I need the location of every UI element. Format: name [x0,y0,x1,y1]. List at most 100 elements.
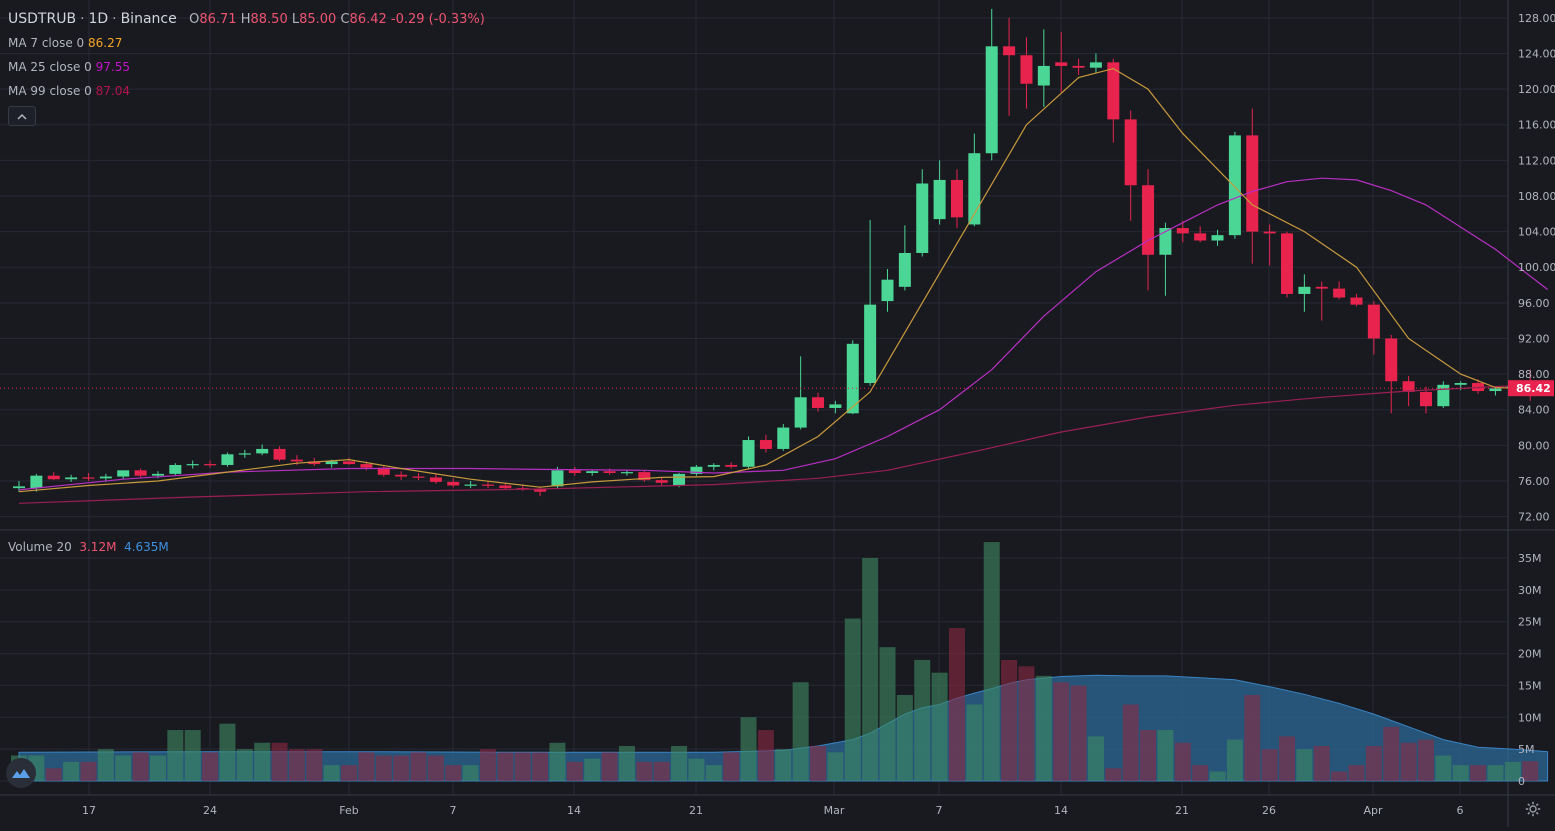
candle-body [898,252,911,287]
volume-bar [1001,659,1018,781]
volume-bar [1400,742,1417,781]
candle-body [169,464,182,474]
volume-bar [532,752,549,781]
volume-bar [514,752,531,781]
candle-body [742,440,755,467]
volume-bar [1192,765,1209,781]
volume-bar [1487,765,1504,781]
volume-label: Volume 20 [8,540,72,554]
time-tick-label: 7 [936,804,943,817]
volume-legend[interactable]: Volume 20 3.12M 4.635M [8,540,169,554]
separator: · [80,12,85,27]
candle-body [586,471,599,473]
candle-body [881,279,894,302]
time-tick-label: 21 [1175,804,1189,817]
volume-bar [757,730,774,781]
price-tick-label: 84.00 [1518,404,1550,417]
volume-bar [427,755,444,781]
candle-body [1385,338,1398,382]
volume-bar [966,704,983,781]
time-tick-label: Mar [824,804,845,817]
time-tick-label: Apr [1363,804,1383,817]
ma7-line [18,67,1548,493]
candle-body [499,485,512,489]
volume-bar [323,765,340,781]
current-price-tag [1508,380,1554,397]
candle-body [308,461,321,465]
volume-bar [479,749,496,781]
candle-body [551,470,564,487]
candle-body [777,427,790,449]
candle-body [1124,119,1137,186]
candle-body [1211,235,1224,241]
volume-bar [497,752,514,781]
candle-body [151,473,164,476]
volume-bar [1365,745,1382,781]
volume-bar [341,765,358,781]
candle-body [204,464,217,466]
volume-bar [653,761,670,781]
candle-body [273,448,286,460]
candle-body [1333,288,1346,298]
volume-bar [775,749,792,781]
time-tick-label: 24 [203,804,217,817]
candle-body [1402,381,1415,392]
volume-bar [358,752,375,781]
chevron-up-icon [17,113,27,120]
ma25-legend[interactable]: MA 25 close 0 97.55 [8,58,485,77]
current-price-label: 86.42 [1516,382,1551,395]
candle-body [290,459,303,462]
volume-bar [896,694,913,781]
interval[interactable]: 1D [88,11,109,27]
volume-bar [584,758,601,781]
volume-bar [1522,761,1539,781]
volume-bar [1140,730,1157,781]
volume-bar [80,761,97,781]
ma99-legend[interactable]: MA 99 close 0 87.04 [8,82,485,101]
volume-bar [1087,736,1104,781]
candle-body [812,397,825,408]
volume-bar [1504,761,1521,781]
volume-bar [1261,749,1278,781]
volume-bar [1070,685,1087,781]
volume-tick-label: 25M [1518,616,1542,629]
volume-value: 3.12M [79,540,117,554]
volume-bar [1209,771,1226,781]
low-label: L [291,12,300,27]
settings-icon[interactable] [1524,800,1542,818]
time-tick-label: 21 [689,804,703,817]
time-tick-label: 14 [1054,804,1068,817]
candle-body [968,153,981,225]
volume-bar [549,742,566,781]
candle-body [568,470,581,473]
collapse-legend-button[interactable] [8,106,36,126]
candle-body [707,464,720,467]
price-tick-label: 100.00 [1518,261,1555,274]
candle-body [985,46,998,154]
candle-body [1246,135,1259,232]
volume-bar [393,755,410,781]
candle-body [1072,65,1085,68]
separator: · [112,12,117,27]
symbol-name[interactable]: USDTRUB [8,11,77,27]
volume-bar [97,749,114,781]
candle-body [1003,46,1016,56]
volume-bar [1105,768,1122,781]
ma7-legend[interactable]: MA 7 close 0 86.27 [8,34,485,53]
volume-bar [827,752,844,781]
candle-body [1037,65,1050,86]
candle-body [1159,228,1172,255]
candle-body [759,440,772,449]
candle-body [864,304,877,384]
price-tick-label: 92.00 [1518,332,1550,345]
candle-body [377,467,390,475]
volume-bar [705,765,722,781]
open-label: O [189,12,200,27]
volume-bar [948,628,965,781]
candle-body [429,477,442,482]
candle-body [690,466,703,474]
logo-icon[interactable] [6,758,36,788]
volume-tick-label: 20M [1518,648,1542,661]
